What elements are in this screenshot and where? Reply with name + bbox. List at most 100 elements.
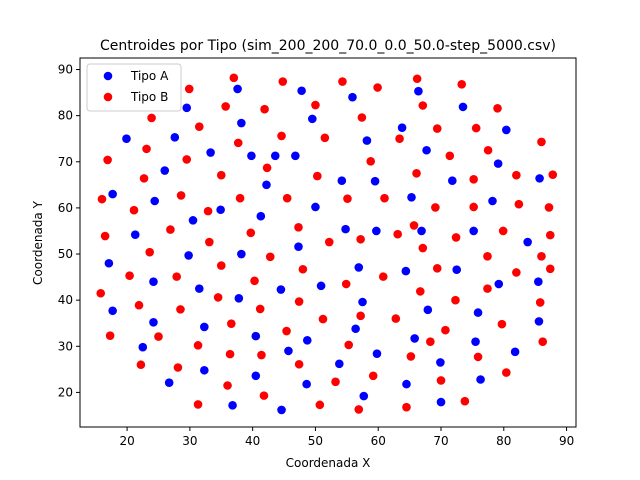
point-tipo-b [469,175,478,184]
point-tipo-a [414,86,423,96]
point-tipo-a [452,265,462,275]
point-tipo-a [170,133,180,142]
point-tipo-b [368,371,378,381]
point-tipo-a [337,176,347,185]
point-tipo-b [406,352,416,361]
y-tick-label: 70 [58,155,73,169]
point-tipo-a [534,317,544,326]
point-tipo-b [216,261,226,270]
point-tipo-b [497,319,507,329]
point-tipo-b [378,272,388,281]
point-tipo-a [410,334,419,343]
point-tipo-a [233,84,242,94]
point-tipo-b [445,151,455,161]
point-tipo-b [298,264,308,274]
point-tipo-b [380,193,389,203]
point-tipo-b [441,325,450,335]
point-tipo-a [294,242,303,251]
point-tipo-a [458,102,468,112]
point-tipo-b [418,101,428,110]
point-tipo-b [356,234,365,244]
point-tipo-a [149,277,158,287]
point-tipo-a [216,205,225,215]
point-tipo-a [150,196,160,206]
point-tipo-b [154,332,163,341]
point-tipo-b [324,237,334,247]
point-tipo-a [297,86,306,96]
point-tipo-a [284,346,293,356]
point-tipo-b [313,171,322,181]
point-tipo-a [488,196,497,206]
point-tipo-a [316,281,326,291]
point-tipo-a [237,118,246,128]
point-tipo-a [417,226,426,236]
point-tipo-b [139,174,149,183]
point-tipo-b [235,193,245,203]
x-tick-label: 60 [371,434,386,448]
point-tipo-b [493,103,502,113]
x-tick-label: 30 [182,434,197,448]
point-tipo-b [176,305,185,314]
point-tipo-b [318,314,328,324]
point-tipo-b [460,396,470,406]
point-tipo-a [348,92,357,102]
point-tipo-a [523,237,532,247]
point-tipo-b [136,360,146,370]
point-tipo-a [104,258,114,268]
point-tipo-b [134,300,144,310]
point-tipo-b [103,155,112,165]
point-tipo-b [548,170,558,179]
point-tipo-a [436,358,445,367]
point-tipo-a [493,159,503,168]
point-tipo-a [476,375,485,384]
y-tick-label: 30 [58,339,73,353]
point-tipo-b [393,229,402,239]
point-tipo-a [510,347,520,357]
point-tipo-b [194,122,204,132]
point-tipo-a [188,216,198,225]
point-tipo-b [96,288,106,298]
point-tipo-b [203,206,213,216]
point-tipo-a [206,148,215,157]
point-tipo-a [502,125,511,135]
point-tipo-a [247,151,256,161]
y-tick-label: 60 [58,201,73,215]
point-tipo-a [262,180,271,190]
point-tipo-a [277,405,286,415]
point-tipo-b [100,231,110,241]
point-tipo-b [545,230,555,240]
x-axis-title: Coordenada X [286,456,371,470]
x-tick-label: 50 [308,434,323,448]
point-tipo-b [436,376,446,385]
point-tipo-b [193,400,203,409]
point-tipo-b [227,319,236,328]
point-tipo-a [448,176,457,185]
point-tipo-b [537,252,546,261]
point-tipo-a [108,189,117,199]
point-tipo-a [302,379,311,389]
point-tipo-b [354,405,364,414]
point-tipo-a [335,359,344,369]
point-tipo-a [200,365,209,375]
point-tipo-a [362,136,372,145]
point-tipo-a [182,103,192,113]
point-tipo-b [250,276,259,286]
point-tipo-b [246,228,256,238]
point-tipo-b [105,331,115,340]
x-tick-label: 40 [245,434,260,448]
point-tipo-b [469,202,478,212]
point-tipo-a [308,114,317,124]
point-tipo-a [469,226,478,236]
point-tipo-b [473,352,483,362]
point-tipo-b [255,304,265,314]
point-tipo-a [471,337,480,346]
point-tipo-a [251,371,261,381]
point-tipo-a [256,211,266,221]
point-tipo-b [142,144,151,154]
point-tipo-a [535,174,544,183]
point-tipo-a [494,279,504,289]
point-tipo-a [359,391,369,401]
point-tipo-b [213,293,223,302]
point-tipo-b [537,137,546,147]
point-tipo-b [173,363,183,372]
